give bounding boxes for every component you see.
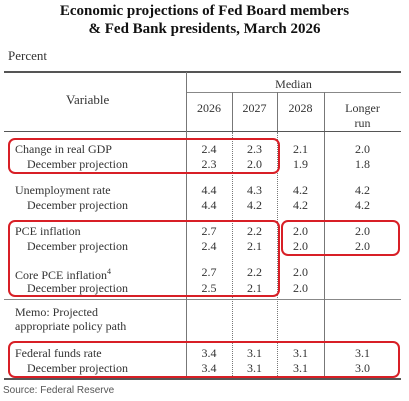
header-2028: 2028 <box>277 101 324 115</box>
row-core-dec-2028: 2.0 <box>277 281 324 295</box>
header-variable: Variable <box>66 93 109 107</box>
memo-top-rule <box>4 299 401 300</box>
row-unemp-dec-2026: 4.4 <box>186 198 232 212</box>
row-unemp-2028: 4.2 <box>277 183 324 197</box>
header-2026: 2026 <box>186 101 232 115</box>
highlight-pce <box>8 220 280 297</box>
highlight-ffr <box>8 341 400 378</box>
row-gdp-longer: 2.0 <box>324 142 401 156</box>
header-longer-run-2: run <box>324 116 401 130</box>
row-gdp-dec-2028: 1.9 <box>277 157 324 171</box>
header-median: Median <box>186 77 401 91</box>
row-core-2028: 2.0 <box>277 265 324 279</box>
row-unemp-2027: 4.3 <box>232 183 277 197</box>
row-unemp-dec-2028: 4.2 <box>277 198 324 212</box>
row-unemp-longer: 4.2 <box>324 183 401 197</box>
highlight-gdp <box>8 138 280 174</box>
header-2027: 2027 <box>232 101 277 115</box>
median-rule <box>186 92 401 93</box>
figure-title: Economic projections of Fed Board member… <box>0 2 409 38</box>
row-unemp-dec-2027: 4.2 <box>232 198 277 212</box>
row-unemp-dec-longer: 4.2 <box>324 198 401 212</box>
unit-label: Percent <box>8 48 47 64</box>
memo-line-2: appropriate policy path <box>15 319 126 333</box>
source-note: Source: Federal Reserve <box>3 385 114 396</box>
top-rule <box>4 71 401 73</box>
title-line-1: Economic projections of Fed Board member… <box>0 2 409 20</box>
title-line-2: & Fed Bank presidents, March 2026 <box>0 20 409 38</box>
header-longer-run-1: Longer <box>324 101 401 115</box>
row-unemp-label: Unemployment rate <box>15 183 111 197</box>
header-bottom-rule <box>4 131 401 132</box>
highlight-pce-longer <box>281 220 400 256</box>
row-unemp-2026: 4.4 <box>186 183 232 197</box>
bottom-rule <box>4 378 401 380</box>
memo-line-1: Memo: Projected <box>15 305 98 319</box>
row-unemp-dec-label: December projection <box>27 198 128 212</box>
row-gdp-2028: 2.1 <box>277 142 324 156</box>
row-gdp-dec-longer: 1.8 <box>324 157 401 171</box>
